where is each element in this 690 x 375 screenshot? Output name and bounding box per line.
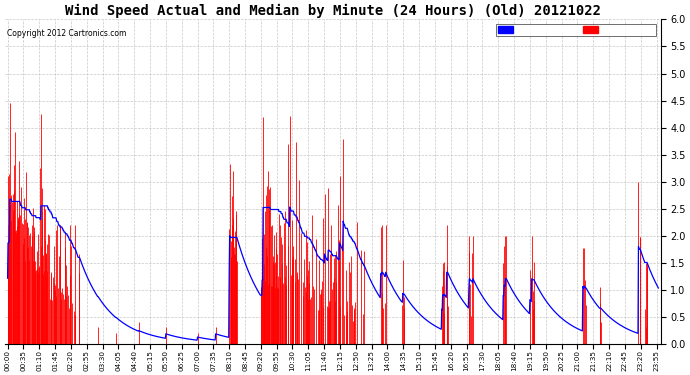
Legend: Median (mph), Wind (mph): Median (mph), Wind (mph) — [496, 24, 656, 36]
Text: Copyright 2012 Cartronics.com: Copyright 2012 Cartronics.com — [7, 29, 126, 38]
Title: Wind Speed Actual and Median by Minute (24 Hours) (Old) 20121022: Wind Speed Actual and Median by Minute (… — [65, 4, 601, 18]
